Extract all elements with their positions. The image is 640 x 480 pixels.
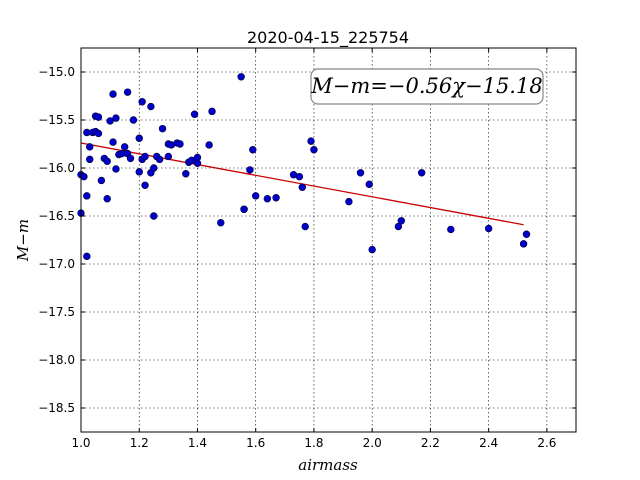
data-point <box>246 166 254 174</box>
data-point <box>368 245 376 254</box>
data-point <box>164 152 173 161</box>
data-point <box>150 212 158 220</box>
data-point <box>365 180 373 189</box>
x-axis-label: airmass <box>298 456 358 474</box>
data-point <box>182 170 190 178</box>
data-point <box>295 172 304 181</box>
data-points <box>77 73 531 261</box>
data-point <box>155 155 164 164</box>
x-tick-label: 1.2 <box>130 436 149 450</box>
axis-ticks <box>80 48 576 432</box>
data-point <box>272 194 280 202</box>
data-point <box>86 143 94 151</box>
data-point <box>301 222 309 231</box>
data-point <box>298 183 306 191</box>
x-tick-label: 1.4 <box>188 436 207 450</box>
data-point <box>158 124 167 133</box>
data-point <box>252 192 260 200</box>
data-point <box>135 134 143 142</box>
data-point <box>263 195 272 203</box>
y-tick-label: −16.0 <box>38 161 75 175</box>
data-point <box>519 240 528 248</box>
y-tick-label: −18.0 <box>38 353 75 367</box>
data-point <box>141 152 149 161</box>
data-point <box>83 252 91 261</box>
data-point <box>394 222 403 231</box>
y-tick-label: −18.5 <box>38 401 75 415</box>
data-point <box>237 73 245 81</box>
x-tick-label: 1.0 <box>71 436 90 450</box>
data-point <box>208 107 216 116</box>
data-point <box>126 154 135 163</box>
x-tick-label: 1.8 <box>304 436 323 450</box>
x-tick-label: 2.4 <box>479 436 498 450</box>
data-point <box>112 114 120 122</box>
annotation-box <box>310 68 544 105</box>
grid-lines <box>81 48 576 432</box>
data-point <box>397 217 405 225</box>
data-point <box>417 169 426 177</box>
data-point <box>141 181 149 189</box>
x-tick-label: 2.6 <box>537 436 556 450</box>
data-point <box>190 110 199 118</box>
data-point <box>80 172 88 181</box>
fit-equation-text: M−m=−0.56χ−15.18 <box>310 74 542 98</box>
data-point <box>138 98 146 106</box>
data-point <box>109 138 117 146</box>
data-point <box>129 116 138 124</box>
y-tick-label: −15.5 <box>38 113 75 127</box>
data-point <box>356 169 365 177</box>
data-point <box>150 164 158 172</box>
y-tick-label: −16.5 <box>38 209 75 223</box>
data-point <box>307 137 315 145</box>
data-point <box>83 192 91 200</box>
y-tick-label: −15.0 <box>38 65 75 79</box>
data-point <box>193 159 202 167</box>
y-tick-label: −17.5 <box>38 305 75 319</box>
data-point <box>86 155 94 164</box>
chart-title: 2020-04-15_225754 <box>247 28 409 48</box>
data-point <box>249 146 257 154</box>
data-point <box>135 168 143 176</box>
data-point <box>176 140 184 148</box>
x-tick-labels: 1.0 1.2 1.4 1.6 1.8 2.0 2.2 2.4 2.6 <box>71 436 556 450</box>
x-tick-label: 1.6 <box>246 436 265 450</box>
data-point <box>447 225 455 234</box>
data-point <box>94 113 103 121</box>
data-point <box>217 219 225 227</box>
y-axis-label: M−m <box>14 219 32 262</box>
data-point <box>484 224 493 233</box>
data-point <box>106 117 114 125</box>
y-tick-labels: −15.0 −15.5 −16.0 −16.5 −17.0 −17.5 −18.0 −18.5 <box>38 65 75 415</box>
data-point <box>94 129 103 138</box>
data-point <box>103 157 111 165</box>
data-point <box>205 141 213 149</box>
data-point <box>109 90 117 98</box>
plot-frame <box>80 47 577 433</box>
x-tick-label: 2.2 <box>421 436 440 450</box>
fit-equation-annotation: M−m=−0.56χ−15.18 <box>310 68 544 105</box>
data-point <box>147 102 155 111</box>
data-point <box>103 195 111 203</box>
data-point <box>97 176 106 185</box>
data-point <box>187 156 196 165</box>
data-point <box>522 230 531 238</box>
x-tick-label: 2.0 <box>363 436 382 450</box>
data-point <box>345 197 353 206</box>
y-tick-label: −17.0 <box>38 257 75 271</box>
data-point <box>240 205 248 213</box>
data-point <box>112 165 120 173</box>
data-point <box>310 146 318 154</box>
data-point <box>120 143 129 151</box>
data-point <box>123 88 132 96</box>
